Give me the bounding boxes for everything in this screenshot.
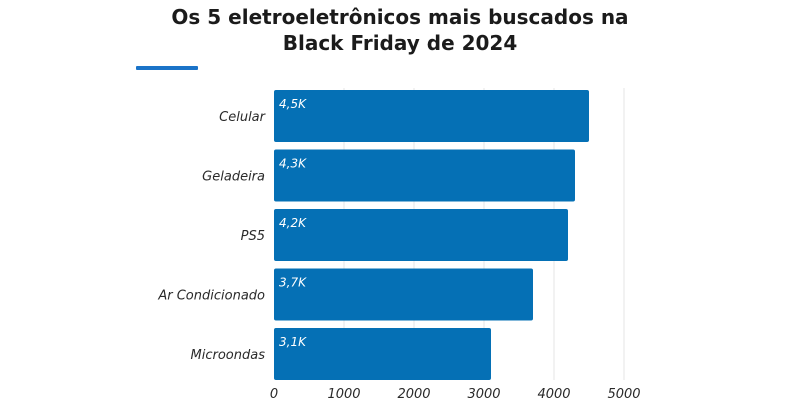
bar-ps5 xyxy=(274,209,568,261)
data-label-geladeira: 4,3K xyxy=(279,157,307,171)
bar-ar-condicionado xyxy=(274,268,533,321)
x-tick-label-3000: 3000 xyxy=(467,387,500,402)
bar-celular xyxy=(274,90,589,142)
x-tick-label-5000: 5000 xyxy=(607,387,640,402)
category-label-geladeira: Geladeira xyxy=(202,170,265,185)
chart-title: Os 5 eletroeletrônicos mais buscados na … xyxy=(0,4,800,56)
data-label-ar-condicionado: 3,7K xyxy=(279,276,307,290)
x-tick-label-0: 0 xyxy=(270,387,278,402)
data-label-celular: 4,5K xyxy=(279,97,307,111)
category-label-ar-condicionado: Ar Condicionado xyxy=(157,289,265,304)
bar-microondas xyxy=(274,328,491,380)
category-label-ps5: PS5 xyxy=(241,229,265,244)
category-label-celular: Celular xyxy=(219,110,267,125)
x-tick-label-4000: 4000 xyxy=(537,387,570,402)
data-label-ps5: 4,2K xyxy=(279,216,307,230)
bar-geladeira xyxy=(274,149,575,202)
data-label-microondas: 3,1K xyxy=(279,335,307,349)
chart-title-line-1: Os 5 eletroeletrônicos mais buscados na xyxy=(171,5,629,29)
title-accent-line xyxy=(136,66,198,70)
x-tick-label-2000: 2000 xyxy=(397,387,430,402)
chart-title-line-2: Black Friday de 2024 xyxy=(282,31,518,55)
category-label-microondas: Microondas xyxy=(191,348,266,363)
x-tick-label-1000: 1000 xyxy=(327,387,360,402)
